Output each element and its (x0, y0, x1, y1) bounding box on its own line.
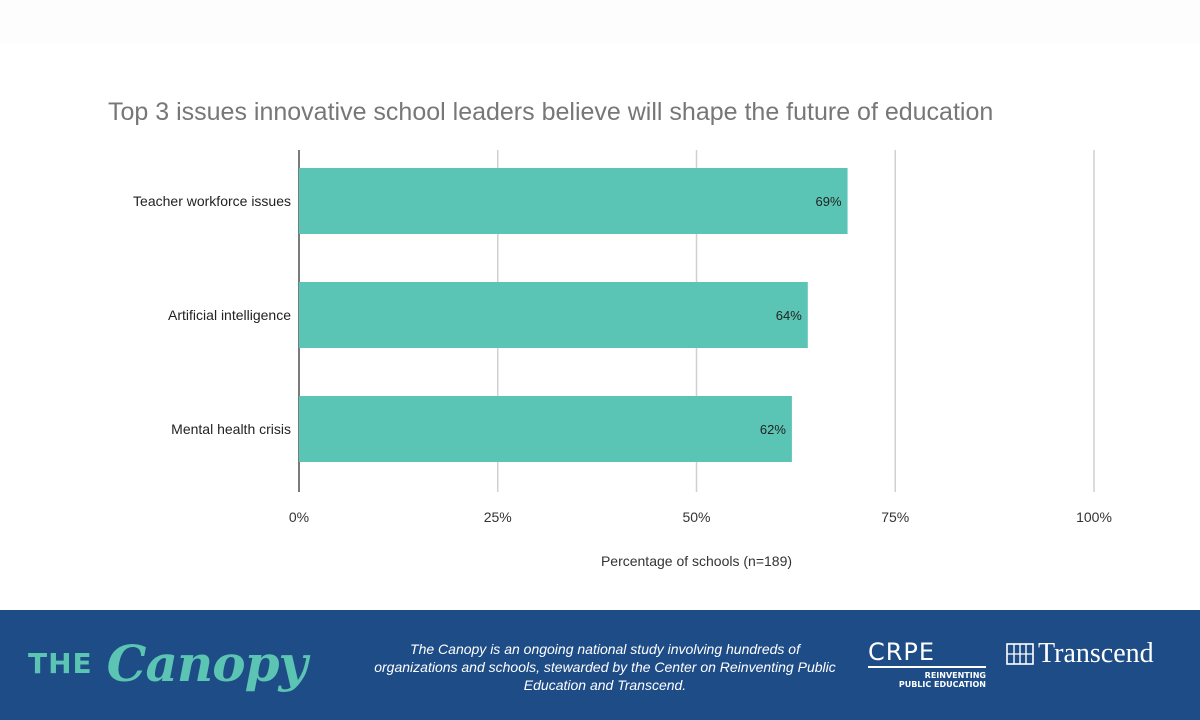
footer-banner: THE Canopy The Canopy is an ongoing nati… (0, 610, 1200, 720)
y-category-label: Mental health crisis (171, 421, 291, 437)
bar (299, 168, 848, 234)
crpe-logo-wordmark: CRPE (868, 640, 986, 668)
crpe-subtitle-line1: REINVENTING (924, 671, 986, 680)
x-tick-label: 50% (682, 509, 710, 525)
transcend-mark-icon (1006, 643, 1034, 665)
x-axis-title: Percentage of schools (n=189) (601, 553, 792, 569)
crpe-logo-subtitle: REINVENTING PUBLIC EDUCATION (868, 671, 986, 689)
footer-description: The Canopy is an ongoing national study … (374, 641, 836, 693)
x-tick-label: 100% (1076, 509, 1112, 525)
canopy-logo-wordmark: Canopy (106, 633, 308, 693)
bar-data-label: 69% (816, 194, 842, 209)
top-band (0, 0, 1200, 44)
x-tick-label: 25% (484, 509, 512, 525)
canopy-logo: THE Canopy (28, 628, 308, 698)
y-category-label: Artificial intelligence (168, 307, 291, 323)
chart-title: Top 3 issues innovative school leaders b… (108, 98, 994, 126)
canopy-logo-the: THE (28, 646, 93, 680)
crpe-logo: CRPE REINVENTING PUBLIC EDUCATION (868, 640, 986, 689)
y-category-label: Teacher workforce issues (133, 193, 291, 209)
bar-chart: 0% 25% 50% 75% 100% 69% Teacher workforce issu… (133, 150, 1112, 569)
bar (299, 396, 792, 462)
bar (299, 282, 808, 348)
transcend-wordmark: Transcend (1038, 638, 1154, 669)
x-tick-label: 75% (881, 509, 909, 525)
transcend-logo: Transcend (1006, 640, 1154, 668)
bar-data-label: 64% (776, 308, 802, 323)
crpe-subtitle-line2: PUBLIC EDUCATION (898, 680, 986, 689)
bar-data-label: 62% (760, 422, 786, 437)
x-tick-label: 0% (289, 509, 309, 525)
